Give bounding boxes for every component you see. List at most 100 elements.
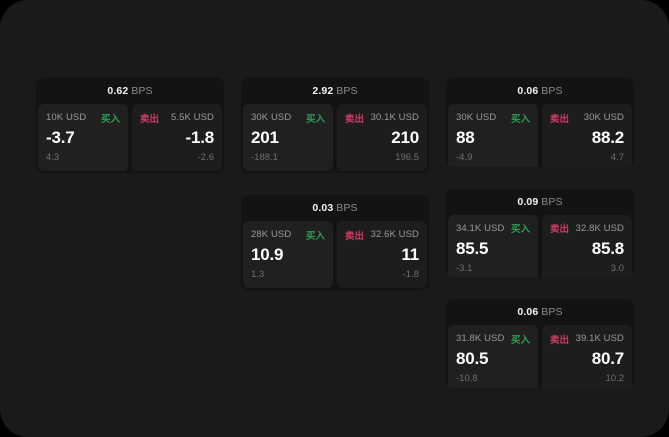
buy-delta: -3.1 <box>456 262 473 274</box>
buy-panel[interactable]: 30K USD 买入 201 -188.1 <box>243 104 333 171</box>
buy-value: 85.5 <box>456 238 489 258</box>
sell-side-label: 卖出 <box>550 224 570 236</box>
buy-delta: -4.9 <box>456 152 473 163</box>
sell-side-label: 卖出 <box>550 113 570 125</box>
spread-value: 0.06 <box>517 306 539 319</box>
sell-panel-header: 卖出 30K USD <box>550 111 624 125</box>
buy-size-label: 34.1K USD <box>456 222 505 234</box>
sell-value: 210 <box>391 128 419 147</box>
buy-side-label: 买入 <box>305 113 325 125</box>
card-header: 2.92 BPS <box>241 78 429 104</box>
sell-value: 11 <box>401 245 419 264</box>
spread-card[interactable]: 2.92 BPS 30K USD 买入 201 -188.1 卖出 <box>241 78 429 173</box>
card-column-3: 0.06 BPS 30K USD 买入 88 -4.9 卖出 <box>446 78 634 389</box>
sell-delta: 3.0 <box>610 262 624 274</box>
spread-unit: BPS <box>541 85 563 97</box>
spread-value: 0.06 <box>517 85 539 97</box>
buy-panel-header: 31.8K USD 买入 <box>456 332 530 346</box>
buy-value: -3.7 <box>46 128 75 147</box>
buy-value: 88 <box>456 128 475 147</box>
buy-value: 10.9 <box>251 245 284 264</box>
spread-card[interactable]: 0.62 BPS 10K USD 买入 -3.7 4.3 卖出 <box>36 78 224 173</box>
spread-card[interactable]: 0.06 BPS 31.8K USD 买入 80.5 -10.8 卖出 <box>446 299 634 389</box>
spread-value: 0.03 <box>312 202 334 214</box>
card-panels: 30K USD 买入 88 -4.9 卖出 30K USD 88.2 4.7 <box>446 104 634 167</box>
buy-panel[interactable]: 31.8K USD 买入 80.5 -10.8 <box>448 325 538 389</box>
buy-size-label: 28K USD <box>251 229 292 240</box>
sell-panel-header: 卖出 32.6K USD <box>345 228 419 242</box>
buy-side-label: 买入 <box>510 224 530 236</box>
buy-panel[interactable]: 30K USD 买入 88 -4.9 <box>448 104 538 167</box>
sell-side-label: 卖出 <box>345 230 365 242</box>
buy-size-label: 30K USD <box>456 112 497 123</box>
card-header: 0.09 BPS <box>446 188 634 215</box>
spread-unit: BPS <box>336 202 358 214</box>
sell-delta: -1.8 <box>402 269 419 280</box>
sell-panel[interactable]: 卖出 30.1K USD 210 196.5 <box>337 104 427 171</box>
spread-unit: BPS <box>541 306 563 319</box>
card-panels: 30K USD 买入 201 -188.1 卖出 30.1K USD 210 1… <box>241 104 429 173</box>
sell-panel[interactable]: 卖出 32.8K USD 85.8 3.0 <box>542 214 632 278</box>
buy-value: 80.5 <box>456 349 489 369</box>
buy-panel[interactable]: 10K USD 买入 -3.7 4.3 <box>38 104 128 171</box>
buy-panel[interactable]: 34.1K USD 买入 85.5 -3.1 <box>448 214 538 278</box>
buy-delta: 4.3 <box>46 152 60 163</box>
sell-panel[interactable]: 卖出 39.1K USD 80.7 10.2 <box>542 325 632 389</box>
sell-value: 85.8 <box>591 238 624 258</box>
sell-delta: 10.2 <box>605 373 625 385</box>
sell-delta: 4.7 <box>610 152 624 163</box>
sell-panel[interactable]: 卖出 30K USD 88.2 4.7 <box>542 104 632 167</box>
buy-value: 201 <box>251 128 279 147</box>
sell-panel[interactable]: 卖出 32.6K USD 11 -1.8 <box>337 221 427 288</box>
sell-delta: 196.5 <box>395 152 419 163</box>
sell-panel-header: 卖出 5.5K USD <box>140 111 214 125</box>
buy-delta: 1.3 <box>251 269 265 280</box>
spread-card[interactable]: 0.03 BPS 28K USD 买入 10.9 1.3 卖出 <box>241 195 429 290</box>
buy-panel[interactable]: 28K USD 买入 10.9 1.3 <box>243 221 333 288</box>
buy-side-label: 买入 <box>100 113 120 125</box>
buy-panel-header: 28K USD 买入 <box>251 228 325 242</box>
sell-value: 88.2 <box>591 128 624 147</box>
buy-side-label: 买入 <box>510 334 530 346</box>
card-header: 0.62 BPS <box>36 78 224 104</box>
spread-unit: BPS <box>541 195 563 208</box>
spread-card[interactable]: 0.06 BPS 30K USD 买入 88 -4.9 卖出 <box>446 78 634 167</box>
card-panels: 28K USD 买入 10.9 1.3 卖出 32.6K USD 11 -1.8 <box>241 221 429 290</box>
buy-panel-header: 30K USD 买入 <box>251 111 325 125</box>
sell-size-label: 30K USD <box>583 112 624 123</box>
sell-value: -1.8 <box>185 128 215 147</box>
sell-size-label: 32.6K USD <box>370 229 419 240</box>
sell-panel-header: 卖出 30.1K USD <box>345 111 419 125</box>
buy-panel-header: 34.1K USD 买入 <box>456 222 530 236</box>
sell-size-label: 39.1K USD <box>575 333 624 345</box>
sell-delta: -2.6 <box>197 152 214 163</box>
spread-value: 2.92 <box>312 85 334 97</box>
buy-side-label: 买入 <box>510 113 530 125</box>
buy-size-label: 10K USD <box>46 112 87 123</box>
buy-delta: -10.8 <box>456 373 478 385</box>
sell-size-label: 5.5K USD <box>170 112 214 123</box>
spread-unit: BPS <box>131 85 153 97</box>
spread-card[interactable]: 0.09 BPS 34.1K USD 买入 85.5 -3.1 卖出 <box>446 188 634 278</box>
sell-panel[interactable]: 卖出 5.5K USD -1.8 -2.6 <box>132 104 222 171</box>
sell-side-label: 卖出 <box>345 113 365 125</box>
buy-delta: -188.1 <box>251 152 278 163</box>
buy-side-label: 买入 <box>305 230 325 242</box>
buy-size-label: 30K USD <box>251 112 292 123</box>
buy-panel-header: 10K USD 买入 <box>46 111 120 125</box>
sell-size-label: 32.8K USD <box>575 222 624 234</box>
spread-value: 0.09 <box>517 195 539 208</box>
sell-size-label: 30.1K USD <box>370 112 419 123</box>
card-panels: 34.1K USD 买入 85.5 -3.1 卖出 32.8K USD 85.8… <box>446 214 634 278</box>
sell-panel-header: 卖出 39.1K USD <box>550 332 624 346</box>
buy-size-label: 31.8K USD <box>456 333 505 345</box>
spread-unit: BPS <box>336 85 358 97</box>
buy-panel-header: 30K USD 买入 <box>456 111 530 125</box>
card-header: 0.03 BPS <box>241 195 429 221</box>
sell-side-label: 卖出 <box>550 334 570 346</box>
sell-panel-header: 卖出 32.8K USD <box>550 222 624 236</box>
card-column-1: 0.62 BPS 10K USD 买入 -3.7 4.3 卖出 <box>36 78 224 388</box>
spread-value: 0.62 <box>107 85 129 97</box>
card-header: 0.06 BPS <box>446 299 634 326</box>
